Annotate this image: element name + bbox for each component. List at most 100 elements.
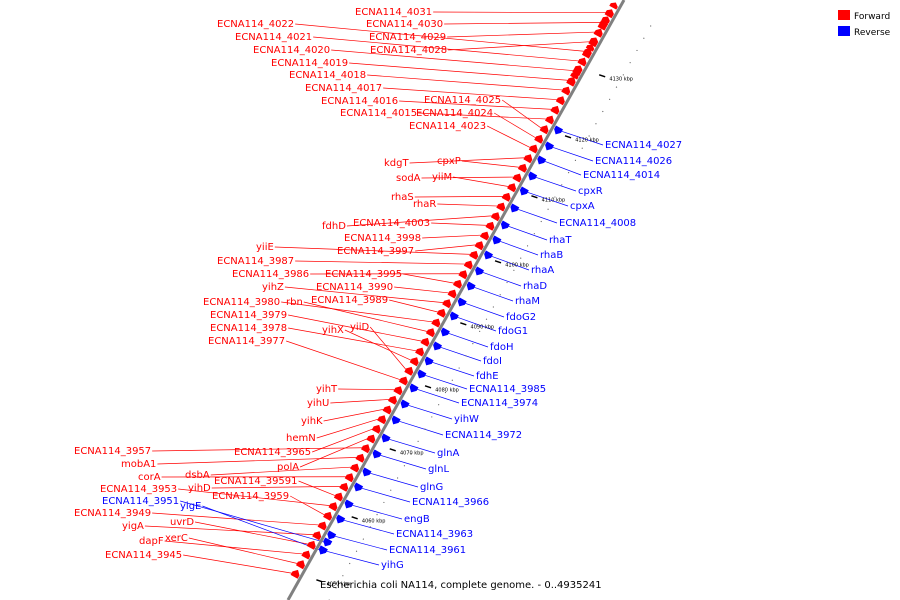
gene-arrow-ecna114-3945 <box>290 569 300 579</box>
connector-ecna114-4015 <box>418 112 548 120</box>
gene-label-engb: engB <box>404 514 430 525</box>
gene-arrow-yiid <box>404 366 414 376</box>
gene-arrow-ecna114-4027 <box>554 125 563 135</box>
minor-tick <box>383 501 385 504</box>
connector-ecna114-3945 <box>183 554 294 574</box>
minor-tick <box>458 367 460 369</box>
gene-label-glna: glnA <box>437 448 459 459</box>
connector-ecna114-4018 <box>367 74 564 91</box>
gene-label-rbn: rbn <box>286 297 303 308</box>
connector-ecna114-3959 <box>290 495 326 516</box>
gene-label-ecna114-4023: ECNA114_4023 <box>409 121 486 132</box>
gene-label-ecna114-4021: ECNA114_4021 <box>235 32 312 43</box>
minor-tick <box>615 86 618 88</box>
gene-label-ecna114-3951: ECNA114_3951 <box>102 496 179 507</box>
gene-label-cpxr: cpxR <box>578 186 603 197</box>
gene-label-ecna114-3972: ECNA114_3972 <box>445 430 522 441</box>
gene-arrow-ecna114-3963 <box>336 514 346 524</box>
gene-arrow-cora <box>344 473 354 483</box>
gene-label-yihg: yihG <box>381 560 404 571</box>
connector-dapf <box>164 540 304 555</box>
connector-yiid <box>369 326 407 371</box>
gene-label-ecna114-3987: ECNA114_3987 <box>217 256 294 267</box>
gene-arrow-rhar <box>496 202 506 212</box>
gene-label-dsba: dsbA <box>185 470 210 481</box>
gene-label-soda: sodA <box>396 173 421 184</box>
gene-arrow-cluster-8 <box>578 58 587 66</box>
minor-tick <box>595 123 597 125</box>
gene-label-rhaa: rhaA <box>531 265 554 276</box>
gene-arrow-cluster-10 <box>570 72 579 80</box>
gene-label-yihz: yihZ <box>262 282 284 293</box>
gene-arrow-cluster-9 <box>574 65 583 73</box>
tick-mark <box>424 385 432 389</box>
tick-label: 4120 kbp <box>575 138 599 144</box>
minor-tick <box>567 172 570 174</box>
minor-tick <box>342 575 344 577</box>
legend-forward-label: Forward <box>854 12 890 22</box>
connector-ecna114-4014 <box>543 160 582 176</box>
tick-label: 4080 kbp <box>435 388 459 394</box>
gene-label-ecna114-3998: ECNA114_3998 <box>344 233 421 244</box>
gene-label-fdhe: fdhE <box>476 371 499 382</box>
gene-arrow-fdog2 <box>457 297 467 307</box>
connector-yihd <box>211 486 342 489</box>
gene-label-rhad: rhaD <box>523 281 547 292</box>
gene-label-ecna114-3986: ECNA114_3986 <box>232 269 309 280</box>
minor-tick <box>438 404 440 406</box>
connector-cpxp <box>461 160 521 168</box>
axis-line <box>286 0 626 600</box>
connector-ecna114-4016 <box>399 100 553 110</box>
gene-arrow-ecna114-4018 <box>561 86 571 96</box>
gene-arrow-ecna114-3990 <box>447 289 457 299</box>
connector-yiim <box>453 176 510 188</box>
gene-label-rhar: rhaR <box>413 199 436 210</box>
connector-ecna114-3980 <box>281 301 434 323</box>
gene-arrow-ecna114-3966 <box>354 482 364 492</box>
minor-tick <box>376 514 378 516</box>
gene-label-ecna114-4030: ECNA114_4030 <box>366 19 443 30</box>
gene-label-ecna114-3995: ECNA114_3995 <box>325 269 402 280</box>
connector-rham <box>473 286 514 302</box>
legend-reverse-swatch <box>838 26 850 36</box>
connector-yihg <box>325 550 380 566</box>
minor-tick <box>403 465 406 467</box>
gene-label-cora: corA <box>138 472 161 483</box>
gene-arrow-ecna114-4003 <box>485 221 495 231</box>
gene-label-ecna114-4018: ECNA114_4018 <box>289 70 366 81</box>
gene-label-ecna114-4017: ECNA114_4017 <box>305 83 382 94</box>
connector-pola <box>299 437 369 468</box>
connector-soda <box>421 176 515 179</box>
connector-fdog1 <box>456 316 497 332</box>
gene-label-ecna114-4008: ECNA114_4008 <box>559 218 636 229</box>
gene-arrow-ecna114-4017 <box>555 96 565 106</box>
gene-arrow-ecna114-4023 <box>528 144 538 154</box>
gene-label-ecna114-3985: ECNA114_3985 <box>469 384 546 395</box>
gene-arrow-yihd <box>339 482 349 492</box>
gene-label-ecna114-4025: ECNA114_4025 <box>424 95 501 106</box>
connector-kdgt <box>409 157 526 164</box>
connector-ecna114-4027 <box>560 130 604 146</box>
connector-rbn <box>303 301 429 333</box>
gene-label-ecna114-4026: ECNA114_4026 <box>595 156 672 167</box>
gene-arrow-ecna114-4024 <box>534 134 544 144</box>
minor-tick <box>520 257 522 259</box>
gene-label-ecna114-4031: ECNA114_4031 <box>355 7 432 18</box>
gene-label-ecna114-4029: ECNA114_4029 <box>369 32 446 43</box>
gene-arrow-rhas <box>501 192 511 202</box>
minor-tick <box>499 294 501 296</box>
gene-label-yihk: yihK <box>301 416 323 427</box>
gene-arrow-ecna114-3949 <box>317 521 327 531</box>
gene-arrow-ecna114-3995 <box>453 279 462 289</box>
gene-arrow-cluster-0 <box>609 2 618 10</box>
gene-arrow-yihz <box>442 299 452 309</box>
gene-arrow-rhaa <box>484 250 493 260</box>
connector-ecna114-4008 <box>516 208 558 224</box>
gene-label-ecna114-3989: ECNA114_3989 <box>311 295 388 306</box>
gene-label-rham: rhaM <box>515 296 540 307</box>
gene-arrow-glnl <box>372 449 382 459</box>
gene-arrow-cpxp <box>517 163 527 173</box>
gene-label-yiim: yiiM <box>432 172 452 183</box>
connector-ecna114-39591 <box>298 480 337 497</box>
gene-arrow-fdoh <box>440 327 450 337</box>
